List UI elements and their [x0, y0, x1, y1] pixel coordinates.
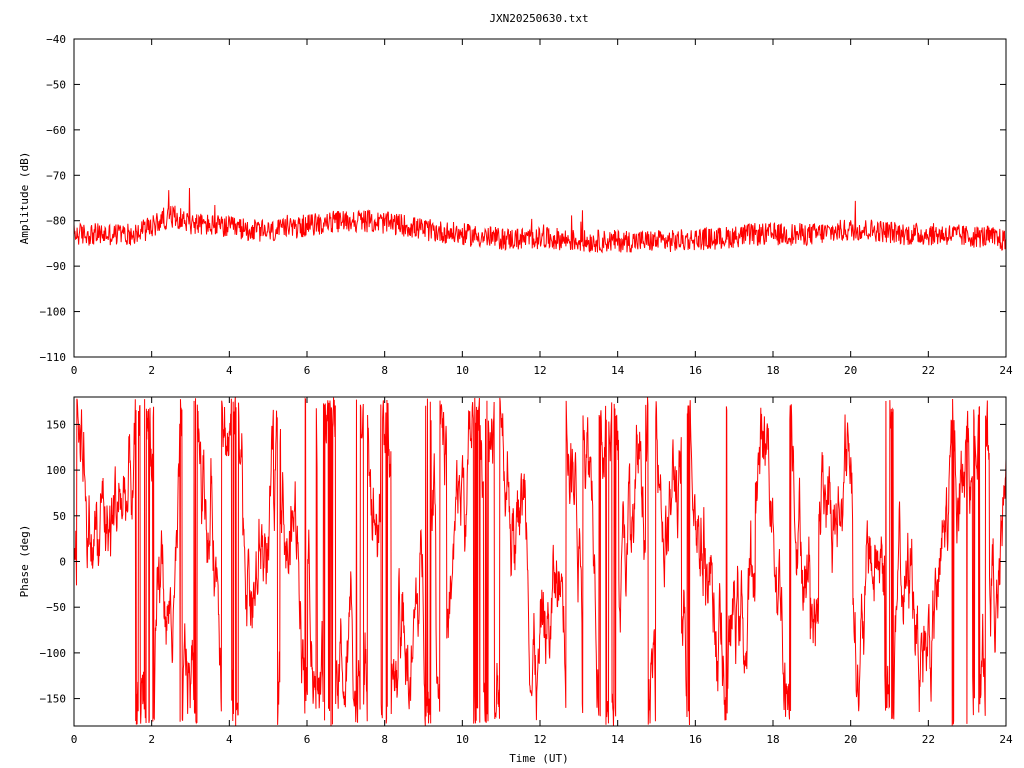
- x-tick-label: 2: [148, 364, 155, 377]
- x-tick-label: 20: [844, 364, 857, 377]
- y-tick-label: −100: [40, 306, 67, 319]
- x-tick-label: 4: [226, 733, 233, 746]
- x-tick-label: 0: [71, 733, 78, 746]
- phase-line: [73, 397, 1007, 726]
- x-tick-label: 20: [844, 733, 857, 746]
- x-tick-label: 6: [304, 733, 311, 746]
- y-tick-label: 100: [46, 464, 66, 477]
- time-axis-label: Time (UT): [509, 752, 569, 765]
- x-tick-label: 8: [381, 733, 388, 746]
- y-tick-label: −90: [46, 260, 66, 273]
- y-tick-label: 150: [46, 418, 66, 431]
- x-tick-label: 24: [999, 733, 1013, 746]
- x-tick-label: 6: [304, 364, 311, 377]
- amplitude-series: [73, 188, 1007, 254]
- x-tick-label: 10: [456, 364, 469, 377]
- x-tick-label: 16: [689, 364, 702, 377]
- chart-title: JXN20250630.txt: [489, 12, 588, 25]
- phase-series: [73, 397, 1007, 726]
- y-tick-label: 50: [53, 510, 66, 523]
- x-tick-label: 4: [226, 364, 233, 377]
- x-tick-label: 14: [611, 733, 625, 746]
- y-tick-label: −150: [40, 693, 67, 706]
- y-tick-label: −100: [40, 647, 67, 660]
- x-tick-label: 0: [71, 364, 78, 377]
- amplitude-panel: 0 2 4 6 8 10 12 14 16 18 20 22 24−40−50−60−70−80−90−…: [18, 33, 1013, 377]
- x-tick-label: 2: [148, 733, 155, 746]
- y-tick-label: −110: [40, 351, 67, 364]
- x-tick-label: 18: [766, 364, 779, 377]
- x-tick-label: 24: [999, 364, 1013, 377]
- phase-axis-label: Phase (deg): [18, 525, 31, 598]
- x-tick-label: 8: [381, 364, 388, 377]
- amplitude-axis-label: Amplitude (dB): [18, 152, 31, 245]
- y-tick-label: −40: [46, 33, 66, 46]
- amplitude-line: [73, 188, 1007, 254]
- y-tick-label: 0: [59, 556, 66, 569]
- phase-panel: 0 2 4 6 8 10 12 14 16 18 20 22 24150100500−50−100−15…: [18, 396, 1013, 765]
- y-tick-label: −70: [46, 169, 66, 182]
- amplitude-plot-frame: [73, 38, 1007, 358]
- y-tick-label: −80: [46, 215, 66, 228]
- x-tick-label: 10: [456, 733, 469, 746]
- x-tick-label: 22: [922, 364, 935, 377]
- y-tick-label: −50: [46, 78, 66, 91]
- y-tick-label: −60: [46, 124, 66, 137]
- x-tick-label: 18: [766, 733, 779, 746]
- x-tick-label: 16: [689, 733, 702, 746]
- x-tick-label: 12: [533, 364, 546, 377]
- x-tick-label: 22: [922, 733, 935, 746]
- x-tick-label: 12: [533, 733, 546, 746]
- x-tick-label: 14: [611, 364, 625, 377]
- y-tick-label: −50: [46, 601, 66, 614]
